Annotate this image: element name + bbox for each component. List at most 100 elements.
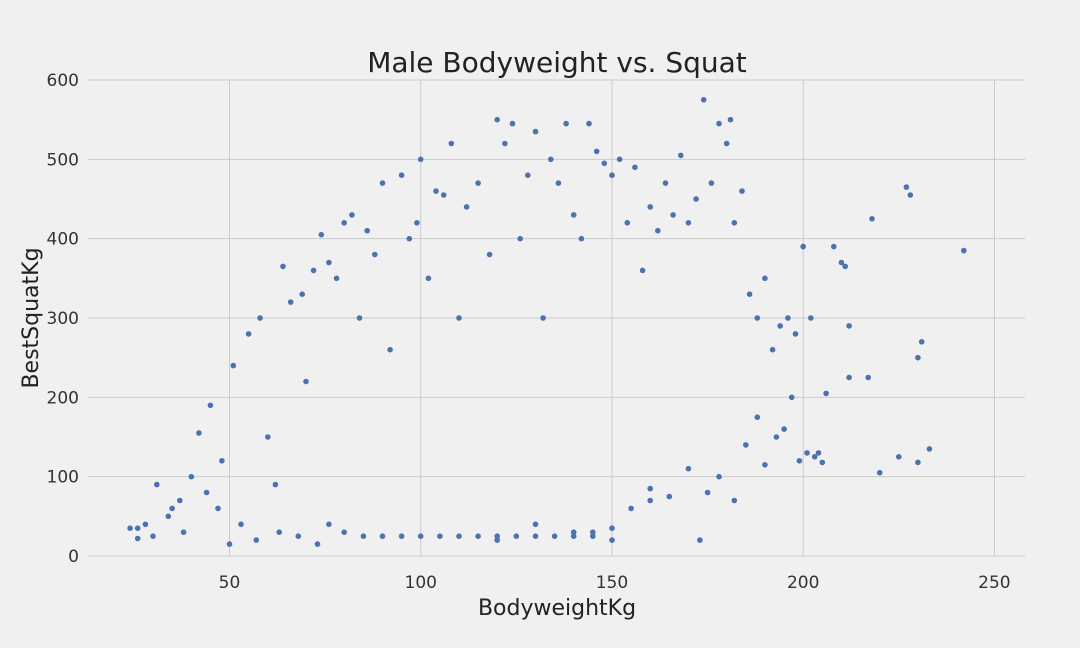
chart-title: Male Bodyweight vs. Squat [367, 46, 747, 79]
scatter-point [349, 212, 355, 218]
scatter-point [203, 489, 210, 496]
scatter-point [609, 537, 615, 543]
scatter-point [142, 521, 149, 528]
scatter-point [796, 458, 803, 464]
scatter-point [448, 140, 455, 147]
scatter-point [716, 120, 722, 127]
scatter-point [417, 533, 424, 539]
scatter-point [238, 521, 244, 528]
scatter-point [811, 454, 818, 460]
scatter-point [525, 172, 531, 178]
scatter-point [727, 116, 734, 123]
scatter-point [494, 537, 501, 543]
scatter-point [314, 541, 321, 547]
scatter-point [532, 533, 539, 539]
scatter-point [678, 152, 684, 159]
scatter-point [823, 390, 829, 397]
scatter-point [134, 535, 141, 542]
scatter-point [548, 156, 554, 163]
scatter-point [364, 227, 371, 234]
scatter-point [570, 533, 577, 539]
scatter-point [831, 243, 837, 250]
scatter-point [846, 374, 852, 381]
x-tick-label: 250 [978, 573, 1010, 593]
y-tick-label: 100 [47, 468, 79, 488]
scatter-point [456, 315, 462, 321]
scatter-point [632, 164, 638, 171]
scatter-point [762, 462, 768, 468]
scatter-point [731, 497, 738, 504]
scatter-point [253, 537, 260, 543]
scatter-point [601, 160, 608, 167]
scatter-point [918, 339, 925, 345]
scatter-point [463, 204, 470, 210]
scatter-point [804, 450, 810, 456]
scatter-point [196, 430, 202, 436]
scatter-point [708, 180, 715, 186]
scatter-point [915, 354, 921, 361]
scatter-point [532, 521, 539, 528]
scatter-point [800, 243, 806, 250]
scatter-point [563, 120, 569, 127]
scatter-point [509, 120, 516, 127]
scatter-point [616, 156, 623, 163]
scatter-point [815, 450, 822, 456]
scatter-point [425, 275, 432, 282]
scatter-point [551, 533, 558, 539]
scatter-point [609, 172, 615, 178]
scatter-point [287, 299, 294, 305]
x-tick-label: 200 [787, 573, 819, 593]
scatter-point [555, 180, 562, 186]
scatter-point [150, 533, 156, 539]
scatter-point [792, 331, 799, 337]
scatter-point [341, 220, 348, 226]
scatter-point [593, 148, 600, 155]
scatter-point [838, 259, 845, 266]
scatter-point [169, 505, 175, 512]
y-axis-label: BestSquatKg [19, 247, 44, 388]
y-tick-label: 500 [47, 150, 79, 170]
scatter-point [777, 323, 783, 329]
scatter-point [387, 346, 393, 353]
scatter-point [876, 469, 883, 476]
x-tick-label: 50 [219, 573, 241, 593]
scatter-point [819, 459, 826, 466]
scatter-point [134, 525, 141, 531]
scatter-point [590, 533, 596, 539]
scatter-point [746, 291, 753, 298]
scatter-point [685, 220, 692, 226]
scatter-point [379, 533, 386, 539]
scatter-point [127, 525, 133, 531]
scatter-point [915, 459, 921, 466]
scatter-point [272, 481, 279, 488]
scatter-point [486, 251, 493, 258]
scatter-point [788, 394, 795, 401]
scatter-point [475, 533, 481, 539]
x-tick-label: 150 [596, 573, 628, 593]
scatter-point [704, 489, 711, 496]
scatter-point [540, 315, 546, 321]
scatter-point [609, 525, 615, 531]
scatter-point [494, 533, 501, 539]
scatter-point [398, 533, 405, 539]
scatter-point [869, 216, 875, 222]
scatter-point [265, 434, 271, 440]
scatter-point [647, 497, 653, 504]
scatter-point [433, 188, 439, 194]
scatter-point [502, 140, 508, 147]
scatter-point [754, 315, 761, 321]
scatter-point [207, 402, 214, 409]
scatter-point [693, 196, 699, 202]
scatter-point [655, 227, 661, 234]
scatter-point [177, 497, 183, 504]
scatter-point [276, 529, 283, 535]
scatter-point [896, 454, 902, 460]
scatter-point [372, 251, 378, 258]
scatter-point [456, 533, 462, 539]
scatter-point [494, 116, 501, 123]
scatter-point [303, 378, 309, 385]
scatter-point [517, 235, 523, 242]
scatter-point [295, 533, 302, 539]
scatter-point [180, 529, 187, 535]
